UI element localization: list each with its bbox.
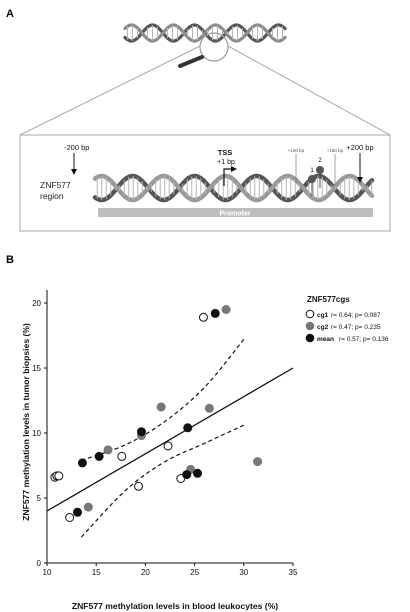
x-tick-label: 35 xyxy=(289,568,298,577)
point-cg2 xyxy=(253,457,263,467)
y-tick-label: 5 xyxy=(37,494,42,503)
tss-position-label: +1 bp xyxy=(217,159,235,166)
y-tick-label: 15 xyxy=(32,364,41,373)
point-mean xyxy=(73,507,83,517)
top-dna-strand-2 xyxy=(123,23,287,43)
scatter-plot: 10 15 20 25 30 35 0 5 10 15 20 xyxy=(32,290,298,577)
legend-name-cg1: cg1 xyxy=(317,312,329,319)
tss-arrow xyxy=(223,166,237,186)
point-cg1 xyxy=(198,312,208,322)
legend-stats-cg1: r= 0.64; p= 0.087 xyxy=(331,312,381,319)
data-points xyxy=(50,305,263,522)
point-mean xyxy=(77,458,87,468)
legend-name-mean: mean xyxy=(317,336,334,343)
legend-marker-mean xyxy=(305,333,315,343)
cpg-site-2: 2 xyxy=(316,158,324,188)
zoomed-dna-rungs xyxy=(96,176,373,200)
point-mean xyxy=(94,451,104,461)
promoter-label: Promoter xyxy=(219,211,250,218)
legend-stats-cg2: r= 0.47; p= 0.235 xyxy=(331,324,381,331)
position-minus200-label: -200 bp xyxy=(64,143,89,152)
point-cg1 xyxy=(65,513,75,522)
confidence-band-upper xyxy=(81,339,245,461)
x-tick-label: 15 xyxy=(92,568,101,577)
legend-name-cg2: cg2 xyxy=(317,324,329,331)
point-cg2 xyxy=(221,305,231,314)
magnifier-lens xyxy=(199,32,229,62)
plot-axes: 10 15 20 25 30 35 0 5 10 15 20 xyxy=(32,290,298,577)
promoter-bar xyxy=(98,208,373,217)
position-plus150-label: +150 bp xyxy=(327,148,344,153)
point-mean xyxy=(210,308,220,318)
legend-item-mean: mean r= 0.57; p= 0.136 xyxy=(305,333,389,343)
confidence-band-lower xyxy=(80,424,245,538)
point-cg1 xyxy=(163,441,173,451)
x-tick-label: 25 xyxy=(190,568,199,577)
legend-marker-cg1 xyxy=(305,309,315,319)
y-tick-label: 20 xyxy=(32,299,41,308)
point-mean xyxy=(193,468,203,478)
panel-a-label: A xyxy=(6,8,14,20)
point-cg1 xyxy=(134,481,144,491)
point-cg1 xyxy=(54,471,64,481)
point-cg2 xyxy=(103,445,113,455)
cpg-site-2-number: 2 xyxy=(318,158,322,164)
top-dna-fragment xyxy=(123,23,287,43)
confidence-band xyxy=(80,339,245,538)
point-mean xyxy=(183,423,193,433)
cpg-site-1-circle xyxy=(308,175,316,183)
gene-region-label-line2: region xyxy=(40,191,64,201)
point-cg1 xyxy=(117,451,127,461)
cpg-site-1: 1 xyxy=(308,168,316,196)
legend-marker-cg2 xyxy=(305,321,315,331)
y-tick-label: 10 xyxy=(32,429,41,438)
zoomed-dna-strand-1 xyxy=(92,173,375,203)
y-tick-label: 0 xyxy=(37,559,42,568)
magnifier-handle xyxy=(178,55,204,68)
x-tick-label: 20 xyxy=(141,568,150,577)
x-tick-label: 30 xyxy=(239,568,248,577)
tss-label: TSS xyxy=(218,148,233,157)
x-tick-label: 10 xyxy=(43,568,52,577)
point-cg2 xyxy=(83,502,93,512)
zoomed-dna-helix xyxy=(92,173,375,203)
panel-a: A ZNF577 region Promoter -200 bp +2 xyxy=(6,8,391,232)
legend-item-cg2: cg2 r= 0.47; p= 0.235 xyxy=(305,321,381,331)
panel-b: B 10 15 20 25 30 35 0 5 10 15 20 ZNF577 methylatio… xyxy=(6,254,389,611)
top-dna-rungs xyxy=(127,25,283,41)
legend-item-cg1: cg1 r= 0.64; p= 0.087 xyxy=(305,309,381,319)
regression-line-path xyxy=(46,367,294,512)
legend: ZNF577cgs cg1 r= 0.64; p= 0.087 cg2 r= 0… xyxy=(305,295,389,343)
point-cg2 xyxy=(156,402,166,412)
zoom-line-left xyxy=(19,45,201,136)
gene-region-label-line1: ZNF577 xyxy=(40,180,71,190)
cpg-site-1-number: 1 xyxy=(310,168,314,174)
legend-stats-mean: r= 0.57; p= 0.136 xyxy=(339,336,389,343)
cpg-site-2-circle xyxy=(316,166,324,174)
zoom-line-right xyxy=(227,45,391,136)
point-mean xyxy=(182,470,192,480)
point-cg2 xyxy=(204,403,214,413)
regression-line xyxy=(46,367,294,512)
point-mean xyxy=(136,427,146,437)
y-axis-label: ZNF577 methylation levels in tumor biops… xyxy=(21,323,31,521)
position-plus100-label: +100 bp xyxy=(288,148,305,153)
legend-title: ZNF577cgs xyxy=(307,295,350,304)
position-plus200-label: +200 bp xyxy=(346,143,373,152)
panel-b-label: B xyxy=(6,254,14,266)
zoomed-dna-strand-2 xyxy=(92,173,375,203)
x-axis-label: ZNF577 methylation levels in blood leuko… xyxy=(72,601,278,611)
